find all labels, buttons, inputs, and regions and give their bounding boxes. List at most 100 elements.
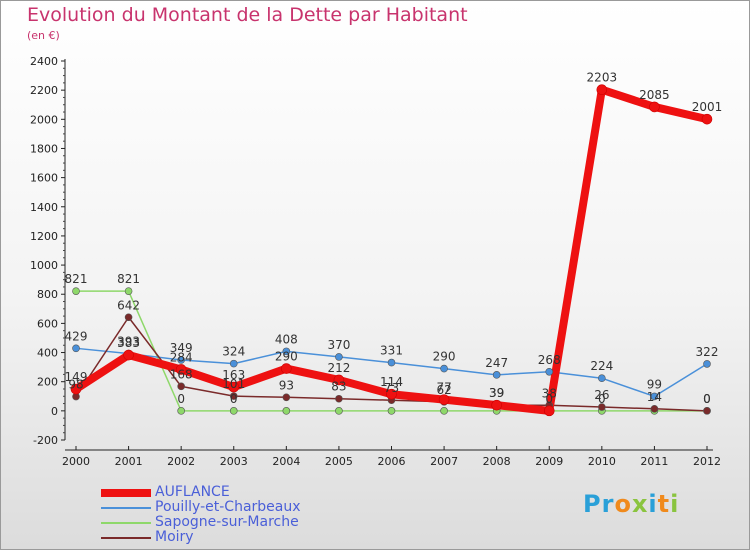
data-point-auflance [543,405,555,417]
data-point-pouilly-et-charbeaux [282,347,291,356]
data-label-pouilly-et-charbeaux: 224 [590,359,613,373]
data-point-moiry [335,394,343,403]
data-point-pouilly-et-charbeaux [72,344,80,353]
data-label-auflance: 383 [117,336,140,350]
x-tick-label: 2007 [430,455,458,468]
data-point-auflance [596,84,608,96]
data-point-moiry [650,405,659,413]
data-label-moiry: 168 [170,367,193,381]
data-point-sapogne-sur-marche [387,407,396,415]
data-label-sapogne-sur-marche: 0 [598,392,606,406]
data-point-moiry [282,393,291,402]
data-point-pouilly-et-charbeaux [703,360,711,368]
data-point-sapogne-sur-marche [229,407,238,415]
data-label-sapogne-sur-marche: 821 [65,272,88,286]
data-point-sapogne-sur-marche [72,287,80,295]
data-point-pouilly-et-charbeaux [650,392,659,401]
data-point-moiry [177,382,185,391]
chart-title: Evolution du Montant de la Dette par Hab… [27,4,468,26]
x-tick-label: 2003 [220,455,248,468]
chart-legend: AUFLANCE Pouilly-et-Charbeaux Sapogne-sur-… [101,485,301,545]
data-label-pouilly-et-charbeaux: 429 [65,329,88,343]
y-tick-label: 2000 [30,113,58,126]
data-point-pouilly-et-charbeaux [177,356,185,364]
data-label-sapogne-sur-marche: 0 [703,392,711,406]
legend-label: AUFLANCE [155,484,230,500]
x-tick-label: 2001 [115,455,143,468]
data-point-auflance [175,364,187,375]
data-point-sapogne-sur-marche [177,407,185,415]
data-label-auflance: 114 [380,375,403,389]
y-tick-label: -200 [33,434,58,447]
legend-item: Pouilly-et-Charbeaux [101,500,301,515]
data-point-auflance [386,388,397,400]
data-label-auflance: 39 [489,386,504,400]
y-tick-label: 1200 [30,230,58,243]
data-label-moiry: 62 [436,383,451,397]
data-label-pouilly-et-charbeaux: 290 [433,350,456,364]
legend-swatch [101,488,151,497]
y-tick-label: 1800 [30,142,58,155]
y-tick-label: 1600 [30,172,58,185]
legend-swatch [101,521,151,524]
legend-item: Sapogne-sur-Marche [101,515,301,530]
data-point-sapogne-sur-marche [440,407,448,415]
logo-letter: i [670,490,680,518]
x-tick-label: 2011 [640,455,668,468]
data-label-pouilly-et-charbeaux: 322 [696,345,719,359]
data-point-auflance [491,399,502,411]
data-label-pouilly-et-charbeaux: 247 [485,356,508,370]
data-point-auflance [228,381,240,393]
x-tick-label: 2006 [378,455,406,468]
data-label-pouilly-et-charbeaux: 393 [117,335,140,349]
data-label-moiry: 39 [489,386,504,400]
data-label-auflance: 284 [170,350,193,364]
data-point-pouilly-et-charbeaux [387,358,396,367]
data-label-pouilly-et-charbeaux: 268 [538,353,561,367]
data-point-auflance [123,349,134,361]
x-tick-label: 2012 [693,455,721,468]
y-tick-label: 200 [37,376,58,389]
data-label-sapogne-sur-marche: 821 [117,272,140,286]
data-point-auflance [70,383,82,395]
data-point-pouilly-et-charbeaux [335,353,343,361]
data-label-moiry: 93 [279,378,294,392]
data-point-moiry [124,313,133,322]
data-point-moiry [703,407,711,415]
data-point-auflance [438,394,450,405]
data-point-pouilly-et-charbeaux [229,359,238,368]
data-label-moiry: 0 [703,392,711,406]
x-tick-label: 2005 [325,455,353,468]
x-tick-label: 2002 [167,455,195,468]
legend-label: Sapogne-sur-Marche [155,514,299,530]
y-tick-label: 2200 [30,84,58,97]
data-point-sapogne-sur-marche [124,287,133,295]
data-label-auflance: 212 [327,361,350,375]
legend-label: Moiry [155,529,194,545]
y-tick-label: 1400 [30,201,58,214]
logo-letter: i [648,490,658,518]
data-label-pouilly-et-charbeaux: 99 [647,377,662,391]
data-label-auflance: 2085 [639,88,670,102]
data-label-sapogne-sur-marche: 0 [230,392,238,406]
data-label-auflance: 2203 [587,71,618,85]
data-point-moiry [598,403,606,411]
data-label-moiry: 83 [331,380,346,394]
x-tick-label: 2004 [272,455,300,468]
data-label-moiry: 98 [68,378,83,392]
x-tick-label: 2010 [588,455,616,468]
logo-letter: r [601,490,615,518]
y-tick-label: 400 [37,347,58,360]
data-point-auflance [281,363,292,374]
data-label-pouilly-et-charbeaux: 370 [327,338,350,352]
legend-swatch [101,536,151,539]
data-label-moiry: 73 [384,381,399,395]
data-label-pouilly-et-charbeaux: 408 [275,332,298,346]
data-point-sapogne-sur-marche [335,407,343,415]
proxiti-logo: Proxiti [583,490,679,518]
data-point-auflance [649,101,660,113]
data-label-auflance: 290 [275,350,298,364]
x-tick-label: 2009 [535,455,563,468]
